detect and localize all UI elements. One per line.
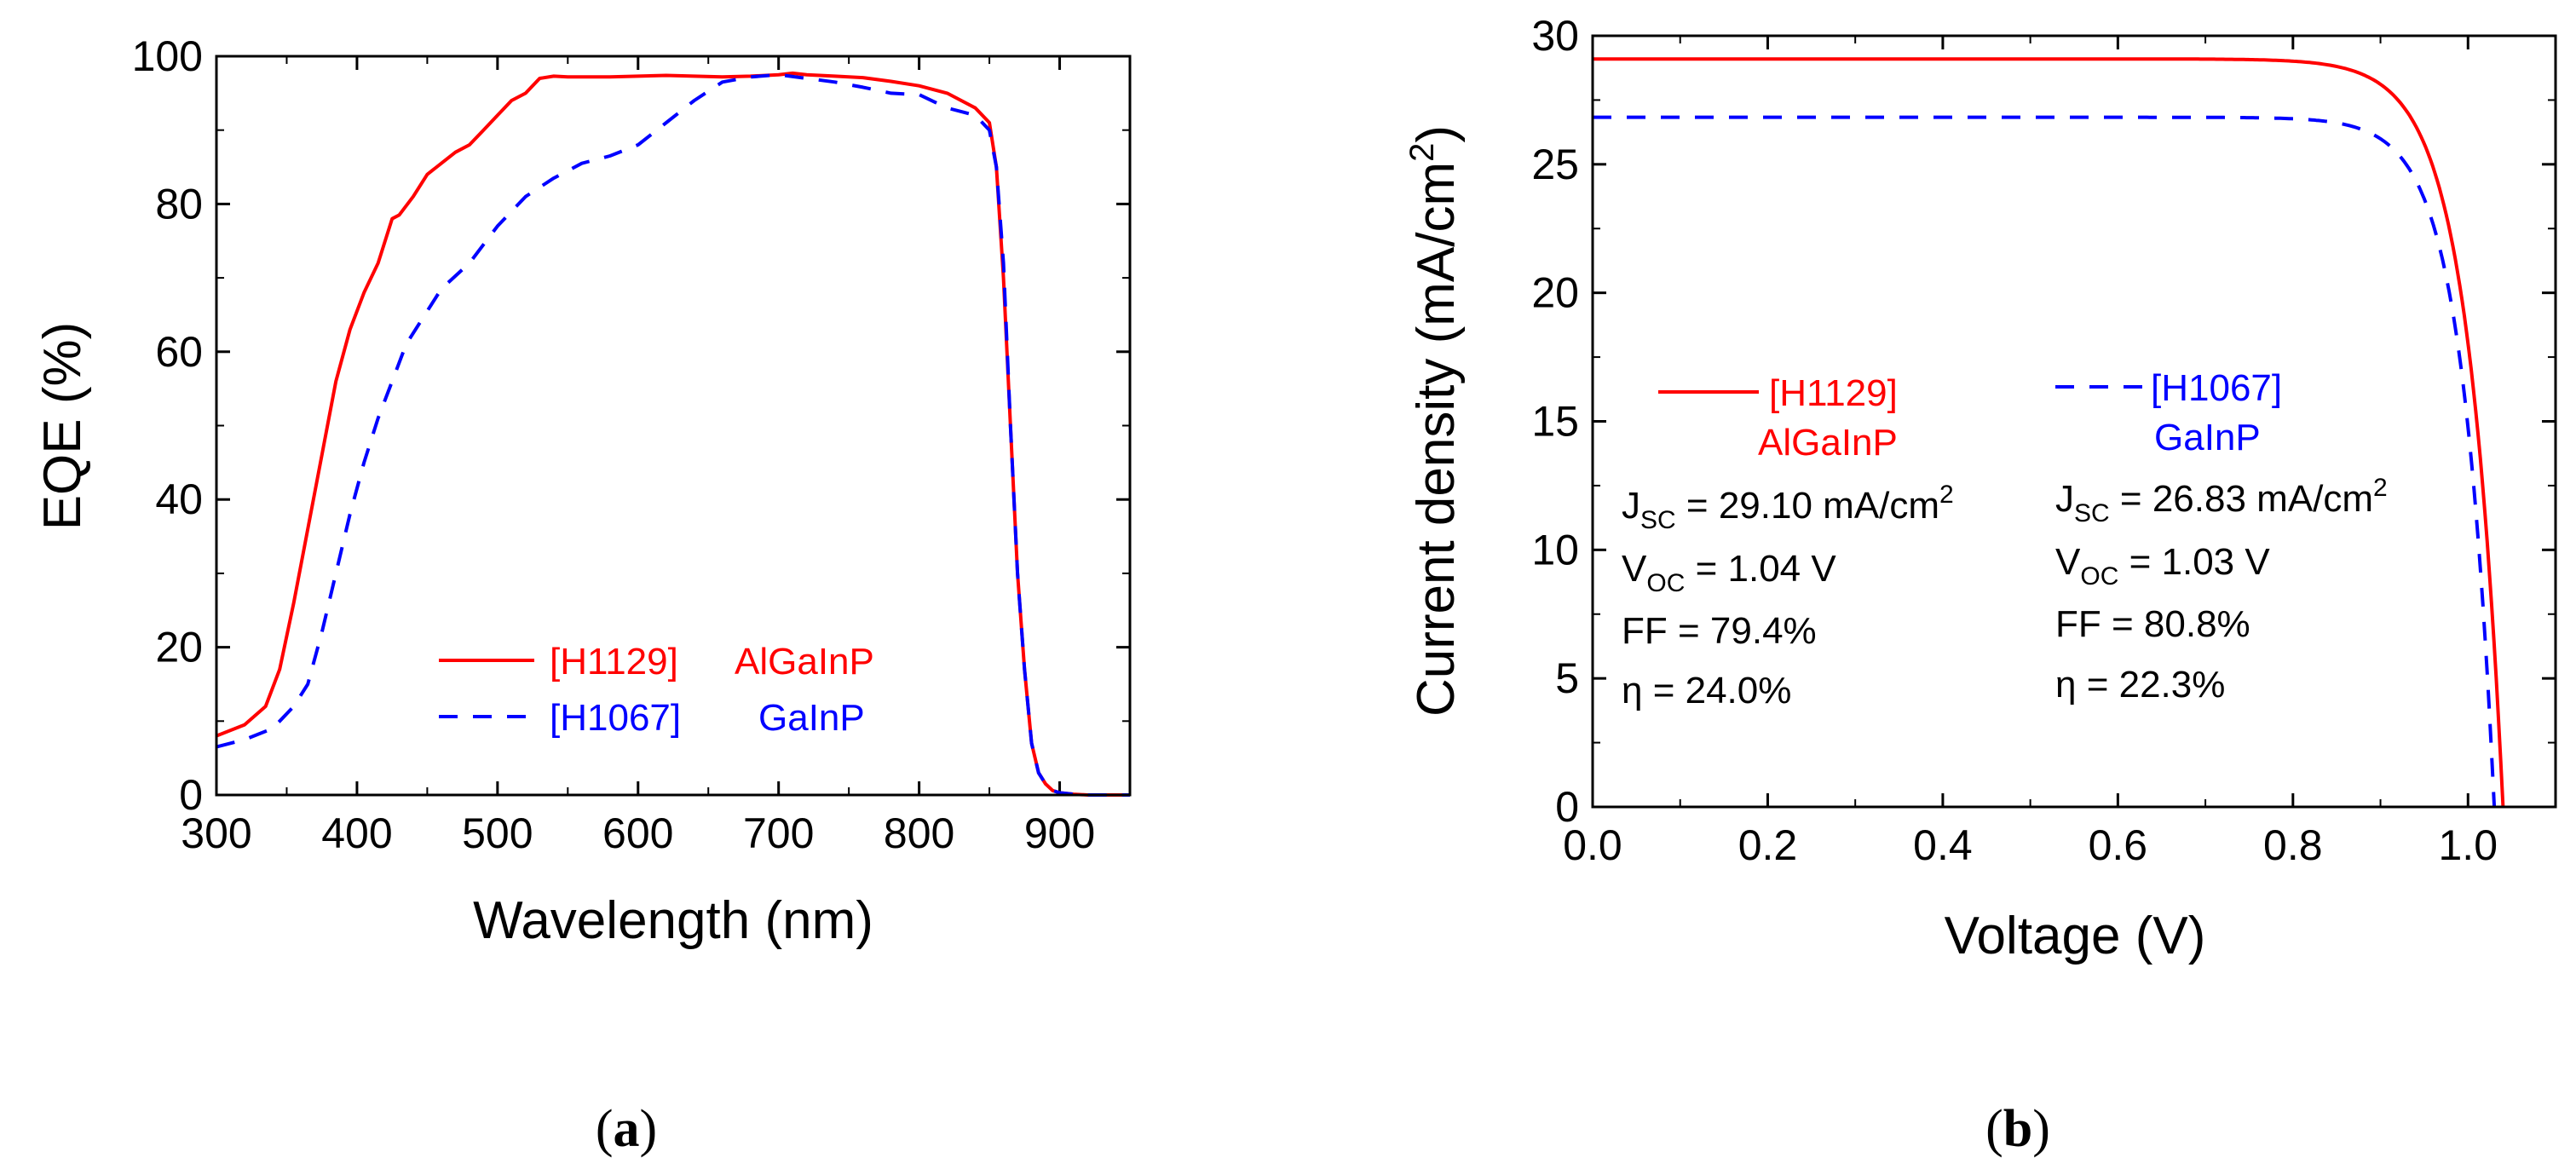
jv-y-tick-label: 25: [1531, 141, 1579, 188]
jv-series-h1129: [1592, 57, 2505, 808]
panel-label-b: (b): [1985, 1100, 2050, 1158]
jv-ff-h1129: FF = 79.4%: [1622, 610, 1817, 652]
eqe-series-h1129: [216, 71, 1130, 797]
jv-voc-h1129: VOC = 1.04 V: [1622, 548, 1836, 597]
eqe-y-tick-label: 40: [155, 475, 203, 523]
jv-y-tick-label: 15: [1531, 398, 1579, 446]
jv-tick-labels: 0.0 0.2 0.4 0.6 0.8 1.0 0 5 10 15 20 25 30: [1531, 12, 2498, 869]
jv-y-axis-label: Current density (mA/cm2): [1403, 125, 1466, 717]
jv-x-tick-label: 0.0: [1563, 821, 1622, 869]
jv-eta-h1129: η = 24.0%: [1622, 670, 1791, 711]
eqe-x-tick-label: 700: [743, 809, 814, 857]
eqe-y-axis-label: EQE (%): [33, 322, 92, 531]
eqe-x-tick-label: 900: [1024, 809, 1095, 857]
jv-legend-material-h1129: AlGaInP: [1758, 422, 1898, 464]
eqe-x-tick-label: 400: [321, 809, 392, 857]
jv-x-tick-label: 1.0: [2439, 821, 2498, 869]
jv-y-tick-label: 20: [1531, 269, 1579, 317]
jv-plot-frame: [1591, 34, 2557, 809]
eqe-x-tick-label: 600: [602, 809, 673, 857]
eqe-ticks: [215, 55, 1130, 797]
eqe-chart: 300 400 500 600 700 800 900 0 20 40 60 80 100 Wavele…: [33, 32, 1132, 1158]
eqe-legend-material-h1129: AlGaInP: [735, 641, 874, 683]
jv-jsc-h1129: JSC = 29.10 mA/cm2: [1622, 481, 1954, 534]
jv-y-tick-label: 5: [1555, 654, 1579, 702]
jv-x-axis-label: Voltage (V): [1945, 907, 2206, 965]
jv-y-tick-label: 30: [1531, 12, 1579, 60]
jv-eta-h1067: η = 22.3%: [2055, 664, 2225, 706]
jv-series-h1067: [1593, 115, 2497, 808]
jv-x-tick-label: 0.6: [2089, 821, 2148, 869]
jv-x-tick-label: 0.2: [1738, 821, 1798, 869]
eqe-y-tick-label: 100: [132, 32, 203, 80]
eqe-series-lines: [216, 71, 1130, 797]
jv-ff-h1067: FF = 80.8%: [2055, 603, 2250, 645]
jv-jsc-h1067: JSC = 26.83 mA/cm2: [2055, 474, 2388, 527]
eqe-y-tick-label: 0: [179, 771, 203, 819]
eqe-x-tick-label: 800: [884, 809, 954, 857]
eqe-legend-label-h1129: [H1129]: [550, 641, 678, 683]
eqe-legend: [H1129] AlGaInP [H1067] GaInP: [439, 641, 874, 739]
jv-legend-h1129: [H1129] AlGaInP JSC = 29.10 mA/cm2 VOC =…: [1622, 372, 1954, 711]
jv-y-tick-label: 10: [1531, 526, 1579, 573]
jv-y-tick-label: 0: [1555, 783, 1579, 831]
panel-label-a: (a): [596, 1100, 657, 1158]
jv-legend-label-h1129: [H1129]: [1769, 372, 1898, 414]
eqe-x-axis-label: Wavelength (nm): [473, 891, 873, 950]
eqe-legend-material-h1067: GaInP: [758, 697, 865, 739]
eqe-y-tick-label: 20: [155, 624, 203, 671]
jv-x-tick-label: 0.8: [2263, 821, 2323, 869]
jv-voc-h1067: VOC = 1.03 V: [2055, 541, 2270, 590]
jv-legend-label-h1067: [H1067]: [2151, 367, 2282, 409]
eqe-plot-frame: [215, 55, 1132, 797]
jv-legend-h1067: [H1067] GaInP JSC = 26.83 mA/cm2 VOC = 1…: [2055, 367, 2388, 706]
eqe-y-tick-label: 80: [155, 180, 203, 228]
jv-chart: 0.0 0.2 0.4 0.6 0.8 1.0 0 5 10 15 20 25 30 Voltage (…: [1403, 12, 2557, 1158]
eqe-tick-labels: 300 400 500 600 700 800 900 0 20 40 60 80 100: [132, 32, 1096, 857]
jv-series-lines: [1592, 57, 2505, 808]
jv-legend-material-h1067: GaInP: [2154, 417, 2261, 458]
eqe-series-h1067: [216, 72, 1130, 797]
jv-x-tick-label: 0.4: [1913, 821, 1973, 869]
eqe-y-tick-label: 60: [155, 328, 203, 376]
eqe-x-tick-label: 300: [181, 809, 251, 857]
eqe-x-tick-label: 500: [462, 809, 533, 857]
eqe-legend-label-h1067: [H1067]: [550, 697, 681, 739]
